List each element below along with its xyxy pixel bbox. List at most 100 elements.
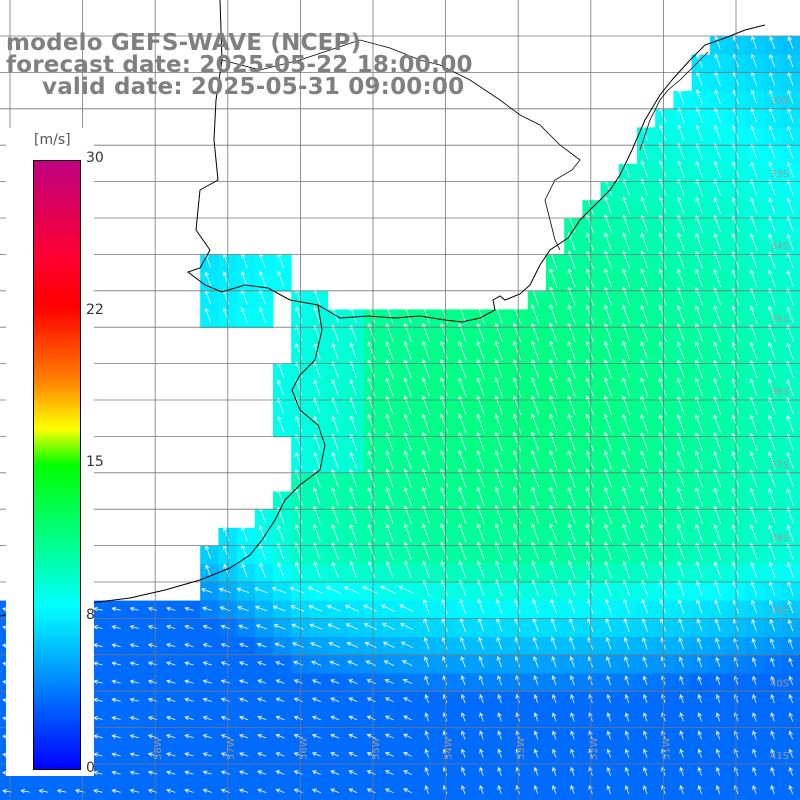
wind-arrow — [714, 53, 721, 68]
latitude-label: 37S — [770, 460, 789, 471]
wind-arrow — [147, 788, 158, 794]
wind-arrow — [202, 661, 212, 666]
wind-arrow — [677, 124, 685, 142]
wind-arrow — [349, 378, 357, 397]
wind-arrow — [606, 694, 611, 704]
wind-arrow — [166, 734, 176, 739]
wind-arrow — [788, 730, 793, 740]
wind-arrow — [734, 712, 739, 722]
wind-arrow — [604, 560, 612, 579]
wind-cell — [782, 600, 800, 620]
wind-arrow — [310, 642, 322, 648]
wind-arrow — [440, 340, 449, 361]
wind-arrow — [496, 656, 502, 668]
wind-arrow — [497, 748, 502, 758]
wind-arrow — [714, 599, 721, 614]
wind-arrow — [329, 660, 340, 666]
wind-arrow — [603, 322, 612, 343]
wind-arrow — [549, 377, 558, 397]
wind-cell — [782, 673, 800, 693]
wind-arrow — [476, 358, 485, 379]
wind-arrow — [202, 788, 212, 793]
wind-arrow — [348, 788, 358, 794]
wind-arrow — [512, 468, 521, 488]
wind-arrow — [385, 468, 394, 488]
wind-arrow — [423, 598, 430, 614]
wind-arrow — [111, 734, 121, 739]
wind-arrow — [479, 712, 484, 722]
colorbar-legend: [m/s] 30 22 15 8 0 — [6, 128, 104, 776]
wind-arrow — [384, 770, 394, 775]
wind-cell — [309, 782, 329, 800]
wind-arrow — [129, 661, 140, 666]
wind-arrow — [770, 657, 775, 667]
wind-arrow — [331, 487, 339, 506]
wind-arrow — [311, 770, 321, 775]
wind-arrow — [734, 675, 739, 685]
wind-arrow — [458, 340, 467, 361]
wind-arrow — [603, 468, 612, 488]
wind-arrow — [440, 450, 449, 470]
wind-arrow — [569, 656, 575, 668]
wind-arrow — [567, 395, 576, 416]
wind-arrow — [238, 624, 249, 630]
wind-cell — [782, 273, 800, 292]
wind-arrow — [460, 656, 466, 668]
wind-cell — [345, 782, 365, 800]
wind-arrow — [476, 450, 485, 470]
wind-arrow — [401, 660, 413, 667]
wind-arrow — [93, 606, 103, 612]
wind-arrow — [512, 449, 522, 470]
wind-arrow — [313, 524, 321, 542]
wind-arrow — [570, 785, 575, 795]
wind-arrow — [603, 286, 612, 306]
wind-arrow — [677, 160, 685, 178]
wind-arrow — [307, 586, 323, 594]
wind-arrow — [750, 580, 758, 596]
wind-arrow — [460, 675, 466, 686]
wind-arrow — [531, 340, 540, 361]
wind-arrow — [768, 342, 776, 360]
wind-arrow — [259, 252, 266, 269]
longitude-label: 54W — [444, 737, 455, 760]
wind-arrow — [604, 232, 612, 251]
wind-arrow — [695, 561, 703, 579]
wind-arrow — [531, 523, 540, 543]
wind-cell — [782, 618, 800, 638]
wind-arrow — [458, 450, 467, 470]
wind-arrow — [166, 624, 176, 630]
wind-arrow — [277, 270, 285, 287]
wind-arrow — [567, 468, 576, 488]
wind-arrow — [715, 656, 721, 668]
wind-arrow — [129, 624, 140, 630]
wind-arrow — [147, 697, 158, 703]
wind-arrow — [461, 730, 466, 740]
wind-arrow — [678, 618, 685, 632]
wind-arrow — [384, 788, 394, 794]
wind-arrow — [695, 268, 703, 288]
wind-arrow — [440, 413, 449, 434]
wind-arrow — [421, 450, 430, 470]
wind-arrow — [93, 770, 103, 776]
wind-arrow — [440, 560, 449, 579]
wind-arrow — [421, 322, 430, 343]
wind-arrow — [328, 642, 340, 648]
wind-arrow — [93, 661, 103, 666]
wind-arrow — [403, 788, 412, 794]
wind-arrow — [293, 697, 303, 702]
wind-arrow — [311, 697, 321, 703]
wind-arrow — [403, 486, 412, 506]
wind-cell — [782, 163, 800, 183]
wind-arrow — [277, 379, 285, 396]
colorbar-gradient — [33, 160, 81, 770]
wind-cell — [782, 527, 800, 547]
wind-arrow — [380, 585, 396, 594]
wind-arrow — [241, 525, 248, 542]
wind-arrow — [640, 450, 649, 470]
wind-arrow — [768, 561, 776, 578]
wind-arrow — [166, 679, 176, 684]
wind-arrow — [640, 523, 649, 543]
wind-arrow — [532, 598, 539, 614]
wind-cell — [782, 655, 800, 674]
wind-arrow — [349, 487, 358, 506]
